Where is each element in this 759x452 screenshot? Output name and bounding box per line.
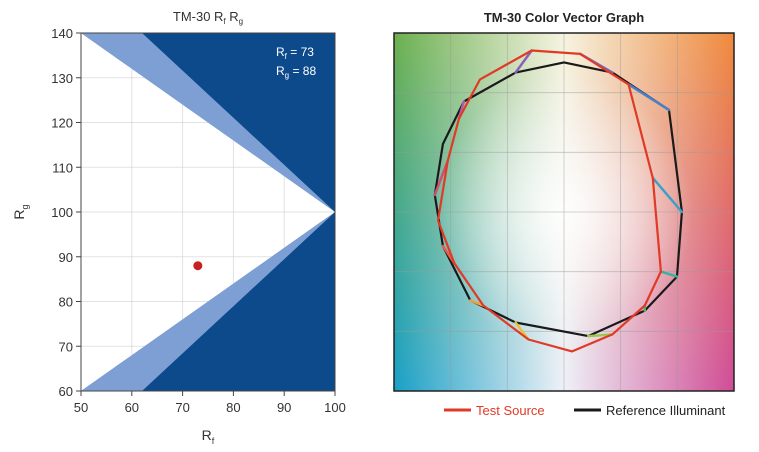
annotation-rf: Rf = 73 <box>276 45 314 61</box>
annotation-rg-label: R <box>276 64 285 78</box>
y-tick-label: 70 <box>59 339 73 354</box>
hue-vector-arrow <box>514 49 533 74</box>
legend-label-test-source: Test Source <box>476 403 545 418</box>
x-axis-label: Rf <box>202 427 215 446</box>
legend-label-reference: Reference Illuminant <box>606 403 726 418</box>
hue-vector-arrow <box>651 176 684 214</box>
hue-vector-arrow <box>586 333 614 338</box>
annotation-rf-value: = 73 <box>287 45 314 59</box>
color-vector-graph: TM-30 Color Vector Graph Test Source Ref… <box>393 10 735 418</box>
plot-frame <box>393 32 735 392</box>
y-tick-label: 130 <box>51 71 73 86</box>
data-point <box>193 261 203 271</box>
legend: Test Source Reference Illuminant <box>444 403 726 418</box>
x-tick-label: 70 <box>175 400 189 415</box>
annotation-rg-value: = 88 <box>289 64 316 78</box>
x-tick-label: 90 <box>277 400 291 415</box>
y-tick-label: 60 <box>59 384 73 399</box>
y-axis-label: Rg <box>11 204 30 219</box>
hue-vector-arrow <box>659 270 679 278</box>
y-tick-label: 120 <box>51 116 73 131</box>
y-tick-label: 140 <box>51 26 73 41</box>
y-tick-label: 110 <box>52 160 73 175</box>
x-tick-label: 100 <box>324 400 346 415</box>
annotation-rf-label: R <box>276 45 285 59</box>
hue-vector-arrow <box>433 159 449 197</box>
hue-vector-arrow <box>627 83 671 112</box>
vector-graph-title: TM-30 Color Vector Graph <box>484 10 644 25</box>
test-source-line <box>436 49 662 353</box>
x-tick-label: 60 <box>125 400 139 415</box>
rf-rg-chart: TM-30 Rf Rg 50 60 70 80 90 100607080901001101… <box>11 9 346 446</box>
band-bottom <box>81 212 335 391</box>
y-tick-label: 90 <box>59 250 73 265</box>
annotation-rg: Rg = 88 <box>276 64 316 80</box>
annotation-rg-sub: g <box>285 71 289 80</box>
y-tick-label: 80 <box>59 295 73 310</box>
annotation-rf-sub: f <box>285 52 288 61</box>
hue-vector-arrow <box>469 299 485 307</box>
y-tick-label: 100 <box>51 205 73 220</box>
band-top <box>81 33 335 212</box>
x-tick-label: 50 <box>74 400 88 415</box>
rf-rg-title: TM-30 Rf Rg <box>173 9 243 26</box>
x-tick-label: 80 <box>226 400 240 415</box>
